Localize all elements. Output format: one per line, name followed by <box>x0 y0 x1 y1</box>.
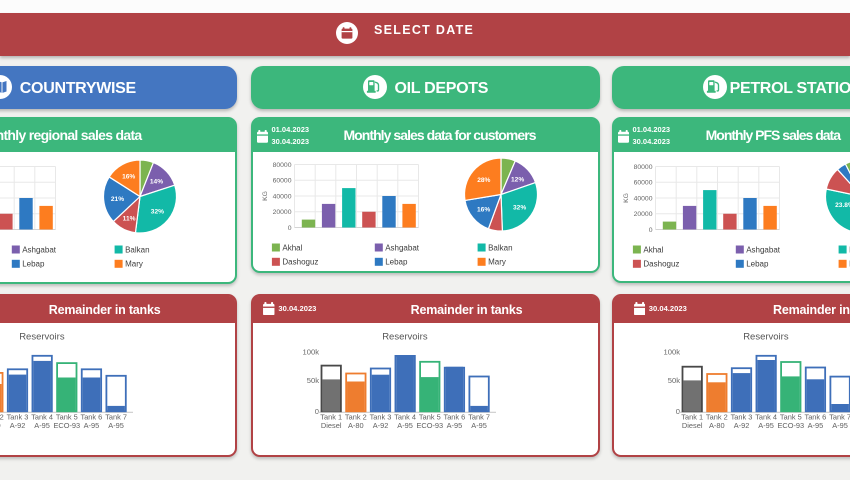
svg-text:Tank 5: Tank 5 <box>418 413 440 422</box>
svg-text:100k: 100k <box>302 348 319 357</box>
svg-text:Lebap: Lebap <box>22 259 45 268</box>
svg-text:23.8%: 23.8% <box>835 202 850 209</box>
svg-text:20000: 20000 <box>634 211 653 218</box>
svg-text:A-95: A-95 <box>108 421 124 430</box>
svg-text:Tank 2: Tank 2 <box>344 413 366 422</box>
svg-text:Tank 3: Tank 3 <box>6 413 28 422</box>
svg-text:ECO-93: ECO-93 <box>53 421 80 430</box>
svg-text:50k: 50k <box>668 376 680 385</box>
svg-text:40000: 40000 <box>272 193 291 200</box>
svg-text:11%: 11% <box>122 215 135 222</box>
svg-text:50k: 50k <box>306 376 318 385</box>
svg-text:Lebap: Lebap <box>746 259 769 268</box>
svg-text:A-95: A-95 <box>832 421 848 430</box>
svg-text:A-92: A-92 <box>9 421 25 430</box>
svg-text:Reservoirs: Reservoirs <box>19 332 65 343</box>
svg-text:Mary: Mary <box>488 258 506 267</box>
svg-text:KG: KG <box>623 193 630 203</box>
svg-text:A-95: A-95 <box>471 421 487 430</box>
svg-text:Tank 1: Tank 1 <box>681 413 703 422</box>
svg-text:28%: 28% <box>477 177 490 184</box>
svg-text:80000: 80000 <box>272 162 291 169</box>
svg-text:Tank 7: Tank 7 <box>829 413 850 422</box>
svg-text:60000: 60000 <box>272 178 291 185</box>
svg-text:Tank 1: Tank 1 <box>320 413 342 422</box>
svg-text:Akhal: Akhal <box>282 243 302 252</box>
svg-text:KG: KG <box>262 191 269 201</box>
svg-text:Tank 3: Tank 3 <box>731 413 753 422</box>
svg-text:40000: 40000 <box>634 195 653 202</box>
svg-text:16%: 16% <box>122 173 135 180</box>
svg-text:Balkan: Balkan <box>488 243 512 252</box>
svg-text:0: 0 <box>649 226 653 233</box>
svg-text:A-95: A-95 <box>446 421 462 430</box>
svg-text:A-92: A-92 <box>734 421 750 430</box>
svg-text:ECO-93: ECO-93 <box>777 421 804 430</box>
svg-text:Dashoguz: Dashoguz <box>643 259 679 268</box>
svg-text:Tank 2: Tank 2 <box>0 413 3 422</box>
svg-text:Tank 6: Tank 6 <box>443 413 465 422</box>
svg-text:Tank 2: Tank 2 <box>706 413 728 422</box>
svg-text:32%: 32% <box>512 205 525 212</box>
svg-text:12%: 12% <box>510 177 523 184</box>
svg-text:60000: 60000 <box>634 179 653 186</box>
svg-text:Tank 6: Tank 6 <box>805 413 827 422</box>
svg-text:Tank 3: Tank 3 <box>369 413 391 422</box>
svg-text:20000: 20000 <box>272 209 291 216</box>
svg-text:Tank 4: Tank 4 <box>394 413 416 422</box>
svg-text:A-95: A-95 <box>758 421 774 430</box>
svg-text:14%: 14% <box>149 178 162 185</box>
svg-text:A-80: A-80 <box>709 421 725 430</box>
svg-text:Reservoirs: Reservoirs <box>382 332 428 343</box>
svg-text:Tank 6: Tank 6 <box>80 413 102 422</box>
svg-text:Tank 4: Tank 4 <box>755 413 777 422</box>
svg-text:0: 0 <box>287 225 291 232</box>
svg-text:A-95: A-95 <box>397 421 413 430</box>
svg-text:A-95: A-95 <box>34 421 50 430</box>
svg-text:A-92: A-92 <box>372 421 388 430</box>
svg-text:Balkan: Balkan <box>125 245 149 254</box>
svg-text:Tank 7: Tank 7 <box>105 413 127 422</box>
svg-text:80000: 80000 <box>634 163 653 170</box>
svg-text:Tank 4: Tank 4 <box>31 413 53 422</box>
svg-text:32%: 32% <box>150 208 163 215</box>
svg-text:Tank 5: Tank 5 <box>780 413 802 422</box>
svg-text:21%: 21% <box>110 196 123 203</box>
svg-text:Ashgabat: Ashgabat <box>746 245 781 254</box>
svg-text:Ashgabat: Ashgabat <box>22 245 57 254</box>
svg-text:A-80: A-80 <box>347 421 363 430</box>
svg-text:Ashgabat: Ashgabat <box>385 243 420 252</box>
svg-text:Diesel: Diesel <box>320 421 341 430</box>
svg-text:Lebap: Lebap <box>385 258 408 267</box>
svg-text:100k: 100k <box>664 348 681 357</box>
svg-text:0: 0 <box>676 407 680 416</box>
svg-text:A-95: A-95 <box>83 421 99 430</box>
svg-text:Tank 5: Tank 5 <box>56 413 78 422</box>
svg-text:A-95: A-95 <box>808 421 824 430</box>
svg-text:0: 0 <box>314 407 318 416</box>
svg-text:Mary: Mary <box>125 259 143 268</box>
svg-text:Diesel: Diesel <box>682 421 703 430</box>
svg-text:Dashoguz: Dashoguz <box>282 258 318 267</box>
svg-text:16%: 16% <box>476 206 489 213</box>
svg-text:Tank 7: Tank 7 <box>468 413 490 422</box>
svg-text:Akhal: Akhal <box>643 245 663 254</box>
svg-text:Reservoirs: Reservoirs <box>743 332 789 343</box>
svg-text:ECO-93: ECO-93 <box>416 421 443 430</box>
